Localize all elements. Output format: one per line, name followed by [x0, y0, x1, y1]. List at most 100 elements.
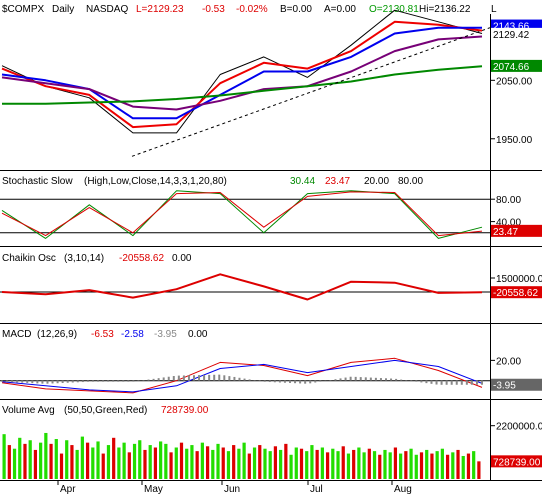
macd-flag-label: -3.95 [493, 381, 516, 392]
volume-bar [54, 439, 58, 479]
volume-bar [148, 445, 152, 479]
volume-bar [466, 453, 471, 479]
volume-bar [112, 437, 116, 479]
volume-bar [346, 453, 351, 479]
volume-bar [305, 451, 309, 479]
volume-bar [252, 447, 257, 479]
volume-bar [258, 445, 262, 479]
volume-bar [435, 451, 439, 479]
volume-bar [190, 445, 194, 479]
volume-value: 728739.00 [161, 405, 209, 416]
chaikin-zero: 0.00 [172, 253, 192, 264]
series-lines [1, 9, 491, 394]
volume-bar [294, 447, 298, 479]
volume-bar [164, 443, 168, 479]
x-month-label: Apr [60, 484, 76, 495]
volume-bar [461, 455, 465, 479]
price-flag-2-bg [491, 59, 542, 72]
volume-bar [185, 448, 189, 479]
reference-lines [0, 198, 490, 382]
volume-bar [85, 442, 90, 479]
volume-bar [195, 451, 199, 479]
volume-bar [315, 449, 319, 479]
volume-bar [268, 451, 272, 479]
macd-title-params: (12,26,9) [37, 329, 77, 340]
volume-bar [96, 441, 100, 479]
volume-bar [169, 452, 173, 479]
volume-bar [414, 454, 418, 479]
volume-bar [226, 451, 231, 479]
price-flag-1-label: 2129.42 [493, 30, 530, 41]
volume-bar [425, 449, 429, 479]
volume-bar [101, 453, 105, 479]
volume-bar [362, 452, 366, 479]
stoch-tick-label: 80.00 [496, 195, 521, 206]
volume-bar [221, 447, 225, 479]
volume-bar [7, 445, 11, 479]
volume-bar [284, 443, 288, 479]
sma-purple-line [1, 35, 483, 111]
volume-title: Volume Avg (50,50,Green,Red) 728739.00 [2, 405, 209, 416]
volume-bars [2, 432, 481, 479]
macd-signal-line [1, 359, 483, 393]
volume-bar [200, 442, 204, 479]
volume-bar [325, 452, 330, 479]
chaikin-flag-bg [491, 286, 542, 299]
macd-histogram [1, 374, 483, 385]
chaikin-value: -20558.62 [119, 253, 164, 264]
volume-bar [80, 436, 84, 479]
volume-bar [237, 448, 241, 479]
header-change-pct: -0.02% [236, 4, 268, 15]
stoch-upper: 80.00 [398, 176, 423, 187]
stoch-d-line [1, 191, 483, 237]
price-flag-1-bg [491, 27, 542, 40]
volume-bar [419, 452, 424, 479]
volume-bar [70, 445, 74, 479]
volume-bar [28, 440, 32, 479]
stoch-title-params: (High,Low,Close,14,3,3,1,20,80) [84, 176, 227, 187]
macd-title-name: MACD [2, 329, 31, 340]
x-month-label: Jun [224, 484, 240, 495]
sma-green-line [2, 65, 483, 105]
x-month-label: Jul [310, 484, 323, 495]
trendline [131, 27, 491, 157]
volume-bar [331, 448, 335, 479]
volume-bar [12, 448, 17, 479]
volume-bar [372, 451, 377, 479]
volume-bar [247, 453, 251, 479]
volume-bar [263, 448, 267, 479]
volume-bar [242, 442, 246, 479]
x-month-label: May [144, 484, 163, 495]
volume-bar [367, 448, 371, 479]
stoch-d-value: 23.47 [325, 176, 350, 187]
macd-title: MACD (12,26,9) -6.53 -2.58 -3.95 0.00 [2, 329, 208, 340]
volume-tick-label: 2200000.00 [496, 422, 542, 433]
chaikin-line [1, 273, 483, 301]
macd-signal-value: -2.58 [121, 329, 144, 340]
volume-bar [122, 442, 126, 479]
price-line [1, 9, 483, 134]
header-symbol: $COMPX [2, 4, 45, 15]
volume-bar [18, 437, 22, 479]
volume-bar [232, 445, 236, 479]
chaikin-title: Chaikin Osc (3,10,14) -20558.62 0.00 [2, 253, 192, 264]
volume-bar [179, 442, 184, 479]
stoch-k-value: 30.44 [290, 176, 315, 187]
volume-title-name: Volume Avg [2, 405, 55, 416]
volume-bar [159, 441, 163, 479]
volume-bar [153, 447, 158, 479]
volume-bar [2, 434, 6, 479]
volume-bar [289, 454, 293, 479]
macd-line [1, 357, 483, 394]
volume-bar [341, 446, 345, 479]
volume-bar [352, 449, 356, 479]
ema-red-line [1, 20, 483, 129]
x-month-label: Aug [394, 484, 412, 495]
volume-bar [279, 449, 283, 479]
chart-header: $COMPX Daily NASDAQ L=2129.23 -0.53 -0.0… [2, 4, 497, 15]
stoch-flag-label: 23.47 [493, 227, 518, 238]
panel-frames [0, 14, 542, 481]
volume-bar [138, 440, 142, 479]
chaikin-tick-label: 1500000.00 [496, 274, 542, 285]
header-low-trunc: L [491, 4, 497, 15]
